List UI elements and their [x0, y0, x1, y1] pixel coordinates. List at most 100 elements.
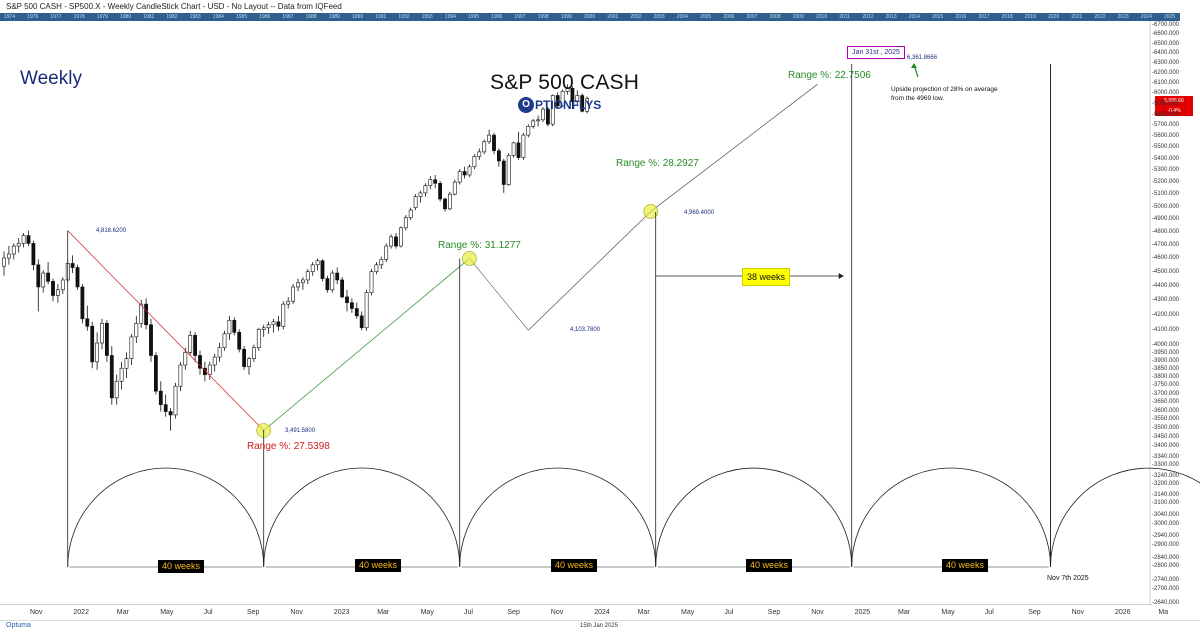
- x-tick-label: Nov: [811, 609, 823, 616]
- candle-up: [120, 368, 123, 381]
- y-tick-label: -4400.000: [1152, 283, 1179, 289]
- x-tick-label: Jul: [724, 609, 733, 616]
- candle-up: [512, 143, 515, 155]
- candle-down: [321, 261, 324, 279]
- x-tick-label: Jul: [985, 609, 994, 616]
- y-tick-label: -3850.000: [1152, 366, 1179, 372]
- y-tick-label: -4900.000: [1152, 216, 1179, 222]
- candle-up: [301, 280, 304, 283]
- y-tick-label: -3600.000: [1152, 408, 1179, 414]
- candle-up: [7, 254, 10, 258]
- trend-line: [470, 258, 529, 330]
- cycle-arc: [852, 468, 1051, 567]
- candle-down: [149, 325, 152, 356]
- candle-down: [169, 412, 172, 415]
- candle-up: [429, 180, 432, 186]
- y-tick-label: -4800.000: [1152, 229, 1179, 235]
- candle-up: [419, 193, 422, 197]
- candle-down: [81, 287, 84, 319]
- x-tick-label: Mar: [377, 609, 389, 616]
- candle-down: [105, 323, 108, 355]
- candle-up: [306, 272, 309, 280]
- y-tick-label: -6000.000: [1152, 90, 1179, 96]
- y-tick-label: -3200.000: [1152, 481, 1179, 487]
- y-tick-label: -3450.000: [1152, 434, 1179, 440]
- candle-down: [360, 316, 363, 328]
- candle-down: [159, 391, 162, 404]
- candle-down: [76, 268, 79, 287]
- y-tick-label: -6200.000: [1152, 70, 1179, 76]
- y-tick-label: -6600.000: [1152, 31, 1179, 37]
- candle-down: [326, 279, 329, 290]
- x-tick-label: Ma: [1158, 609, 1168, 616]
- y-tick-label: -3800.000: [1152, 374, 1179, 380]
- candle-up: [218, 348, 221, 357]
- candle-up: [2, 258, 5, 266]
- candle-up: [385, 246, 388, 259]
- candle-down: [517, 143, 520, 158]
- candle-up: [272, 322, 275, 325]
- range-label-3: Range %: 28.2927: [616, 158, 699, 169]
- candle-down: [502, 161, 505, 184]
- footer-date: 15th Jan 2025: [580, 623, 618, 629]
- candle-down: [37, 265, 40, 287]
- x-tick-label: 2026: [1115, 609, 1131, 616]
- cycle-label-3: 40 weeks: [551, 559, 597, 572]
- candle-up: [96, 343, 99, 362]
- candle-down: [47, 273, 50, 281]
- candle-up: [483, 142, 486, 152]
- candle-down: [91, 326, 94, 362]
- x-tick-label: Jul: [464, 609, 473, 616]
- candle-up: [125, 359, 128, 369]
- candle-up: [409, 210, 412, 218]
- candle-down: [336, 273, 339, 280]
- projection-note: Upside projection of 28% on average from…: [891, 85, 1001, 103]
- candle-down: [345, 297, 348, 303]
- candle-down: [350, 303, 353, 309]
- candle-down: [71, 263, 74, 267]
- candle-up: [228, 320, 231, 334]
- candle-down: [463, 171, 466, 175]
- candle-down: [86, 319, 89, 326]
- candle-up: [56, 290, 59, 296]
- y-tick-label: -5700.000: [1152, 122, 1179, 128]
- cycle-end-date-label: Nov 7th 2025: [1047, 575, 1089, 582]
- price-label-low-2023: 4,103.7800: [570, 327, 600, 333]
- x-tick-label: Nov: [290, 609, 302, 616]
- projection-date-box: Jan 31st , 2025: [847, 46, 905, 59]
- y-tick-label: -2840.000: [1152, 555, 1179, 561]
- candle-up: [404, 218, 407, 228]
- x-tick-label: May: [421, 609, 434, 616]
- timeframe-label: Weekly: [20, 68, 82, 90]
- candle-down: [355, 308, 358, 315]
- candle-up: [287, 301, 290, 304]
- range-label-1: Range %: 27.5398: [247, 441, 330, 452]
- optionflys-logo: O PTIONFLYS: [518, 96, 601, 114]
- y-tick-label: -5000.000: [1152, 204, 1179, 210]
- x-tick-label: May: [681, 609, 694, 616]
- logo-mark-icon: O: [518, 97, 534, 113]
- trend-line: [651, 84, 818, 211]
- candle-up: [522, 135, 525, 157]
- candle-down: [439, 183, 442, 199]
- projection-arrow-head: [911, 63, 917, 68]
- cycle-label-1: 40 weeks: [158, 560, 204, 573]
- candle-up: [507, 155, 510, 184]
- x-tick-label: Nov: [551, 609, 563, 616]
- candle-up: [115, 381, 118, 398]
- candle-down: [434, 180, 437, 184]
- candle-up: [292, 287, 295, 301]
- candle-down: [194, 335, 197, 355]
- candle-down: [110, 356, 113, 398]
- candle-up: [488, 135, 491, 142]
- y-tick-label: -2700.000: [1152, 586, 1179, 592]
- y-tick-label: -6300.000: [1152, 60, 1179, 66]
- candle-up: [22, 236, 25, 244]
- price-label-high: 4,818.6200: [96, 228, 126, 234]
- y-tick-label: -5100.000: [1152, 191, 1179, 197]
- y-tick-label: -2800.000: [1152, 563, 1179, 569]
- span-38-weeks-label: 38 weeks: [742, 268, 790, 286]
- pivot-marker: [463, 251, 477, 265]
- candle-down: [394, 237, 397, 246]
